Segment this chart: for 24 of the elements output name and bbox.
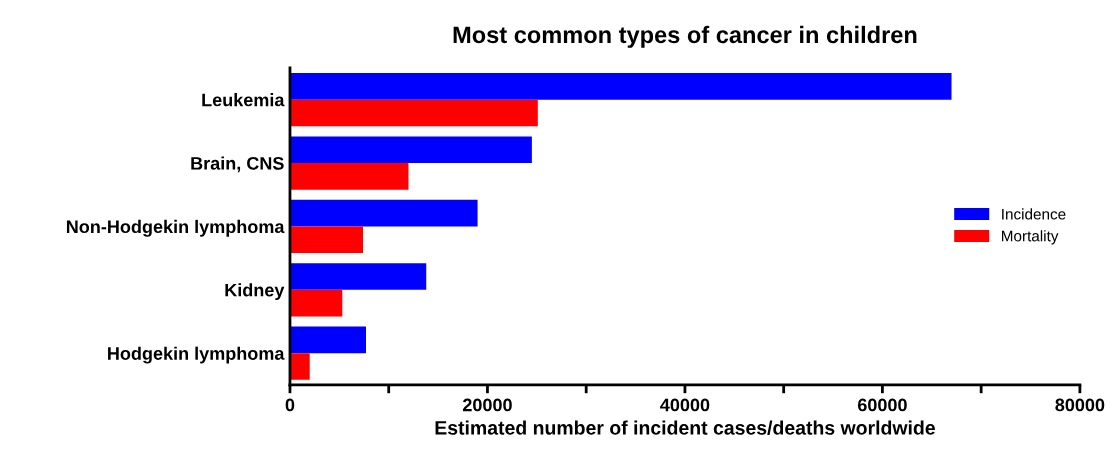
y-tick-label: Non-Hodgekin lymphoma bbox=[66, 219, 285, 237]
bar bbox=[289, 326, 366, 354]
bar bbox=[289, 99, 538, 127]
bar bbox=[289, 263, 427, 290]
y-tick-label: Hodgekin lymphoma bbox=[108, 346, 285, 364]
bar bbox=[289, 199, 478, 227]
bar bbox=[289, 73, 952, 100]
x-tick-label: 60000 bbox=[857, 398, 907, 412]
bar bbox=[289, 163, 409, 190]
bar bbox=[289, 136, 532, 164]
y-tick-label: Kidney bbox=[225, 283, 285, 301]
x-tick-label: 80000 bbox=[1055, 398, 1105, 412]
x-tick-label: 0 bbox=[285, 398, 295, 412]
y-tick-label: Leukemia bbox=[202, 93, 285, 107]
bar bbox=[289, 226, 364, 254]
bar bbox=[289, 353, 310, 380]
legend-label: Incidence bbox=[1002, 208, 1066, 220]
x-tick-label: 40000 bbox=[660, 398, 710, 412]
y-tick-label: Brain, CNS bbox=[191, 156, 284, 173]
legend-label: Mortality bbox=[1002, 230, 1059, 245]
bar bbox=[289, 289, 343, 317]
x-axis-title: Estimated number of incident cases/deaths worldwide bbox=[435, 420, 935, 435]
chart-title: Most common types of cancer in children bbox=[453, 25, 917, 48]
x-tick-label: 20000 bbox=[462, 398, 512, 412]
